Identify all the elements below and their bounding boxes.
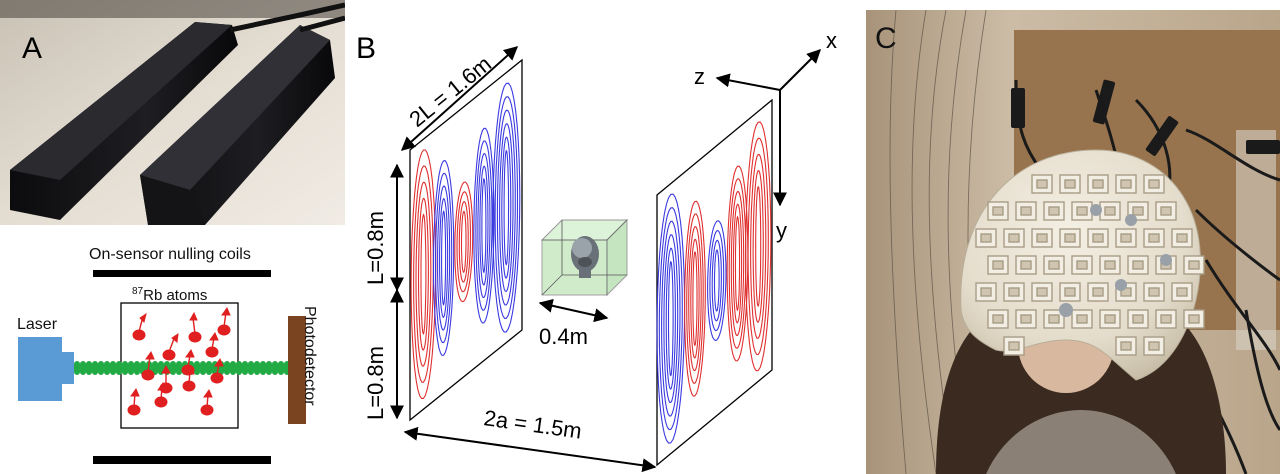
coil-contour	[439, 198, 449, 318]
axis-y-label: y	[776, 218, 787, 243]
coil-contour	[481, 177, 487, 274]
atom	[182, 365, 196, 392]
dim-2a-line	[403, 426, 657, 473]
laser-beam	[74, 361, 290, 375]
panel-a: A	[0, 0, 345, 474]
coil-contour	[460, 210, 467, 273]
axis-z-label: z	[694, 64, 705, 89]
atom	[217, 306, 231, 336]
dim-l-top-label: L=0.8m	[363, 211, 388, 285]
coil-contour	[656, 193, 686, 444]
atom	[162, 332, 179, 361]
coil-contour	[734, 215, 741, 312]
axis-z-arrow	[715, 73, 781, 91]
helmet-photo	[866, 10, 1280, 474]
coil-contour	[690, 238, 700, 359]
atom	[154, 381, 168, 408]
coil-contour	[410, 149, 437, 399]
bottom-nulling-coil	[93, 456, 271, 464]
coil-contour	[686, 213, 704, 384]
atoms-label: 87Rb atoms	[132, 286, 207, 304]
atom	[132, 312, 147, 341]
coil-contour	[684, 200, 706, 397]
coil-contour	[417, 197, 429, 351]
coil-contour	[692, 251, 698, 347]
dim-2l-line	[400, 46, 519, 151]
coil-contour	[726, 165, 749, 362]
photodetector-block	[288, 316, 306, 424]
coil-contour	[728, 178, 747, 349]
coil-contour	[745, 121, 772, 372]
coil-contour	[661, 220, 681, 417]
coil-contour	[477, 153, 491, 299]
coil-diagram: 2L = 1.6m L=0.8m L=0.8m 0.4m 2a = 1.5m x…	[363, 28, 837, 473]
sensor-photo	[0, 0, 345, 225]
atom	[141, 350, 155, 381]
laser-block	[18, 337, 62, 401]
coil-contour	[454, 181, 474, 303]
coil-contour	[658, 207, 683, 431]
dim-l-bottom-label: L=0.8m	[363, 346, 388, 420]
coil-contour	[432, 160, 455, 356]
coil-contour	[688, 226, 702, 372]
coil-contour	[420, 213, 427, 335]
head-volume-cube	[540, 218, 629, 297]
atom	[205, 331, 219, 358]
coil-contour	[707, 220, 727, 342]
coil-contour	[663, 234, 679, 403]
atom	[127, 387, 141, 416]
coils-label: On-sensor nulling coils	[89, 246, 251, 263]
coil-contour	[667, 260, 674, 377]
top-nulling-coil	[93, 270, 271, 277]
atom	[200, 388, 214, 416]
atom	[210, 357, 224, 384]
panel-c: C	[866, 10, 1280, 474]
right-coil-plane	[656, 98, 773, 467]
coil-contour	[755, 185, 762, 307]
coil-contour	[456, 191, 472, 293]
atom	[188, 311, 202, 343]
coil-contour	[730, 191, 745, 336]
rb-atoms	[127, 306, 231, 416]
sensor-schematic	[18, 270, 306, 464]
coil-contour	[750, 153, 767, 339]
photodetector-label: Photodetector	[301, 306, 318, 406]
coil-contour	[441, 210, 447, 306]
axis-triad	[715, 49, 821, 207]
coil-contour	[665, 247, 676, 390]
dim-box-line	[538, 298, 609, 323]
axis-x-label: x	[826, 28, 837, 53]
dim-2a-label: 2a = 1.5m	[482, 405, 583, 443]
atoms-superscript: 87	[132, 286, 144, 297]
coil-contour	[458, 201, 469, 283]
panel-c-letter: C	[875, 22, 897, 55]
coil-contour	[709, 229, 725, 332]
coil-contour	[503, 149, 510, 266]
panel-a-letter: A	[22, 32, 43, 65]
coil-contour	[413, 165, 434, 383]
coil-contour	[747, 137, 769, 356]
coil-contour	[752, 169, 764, 323]
coil-contour	[732, 203, 743, 324]
laser-label: Laser	[17, 316, 58, 333]
dim-box-label: 0.4m	[539, 324, 588, 349]
coil-contour	[415, 181, 432, 367]
coil-contour	[711, 239, 722, 322]
coil-contour	[479, 165, 489, 286]
axis-x-arrow	[779, 49, 821, 91]
head-model	[571, 236, 599, 278]
atoms-text: Rb atoms	[143, 287, 208, 304]
coil-contour	[437, 185, 451, 331]
coil-contour	[713, 249, 720, 312]
panel-b: 2L = 1.6m L=0.8m L=0.8m 0.4m 2a = 1.5m x…	[345, 0, 855, 474]
coil-contour	[434, 172, 453, 344]
panel-b-letter: B	[356, 32, 377, 65]
